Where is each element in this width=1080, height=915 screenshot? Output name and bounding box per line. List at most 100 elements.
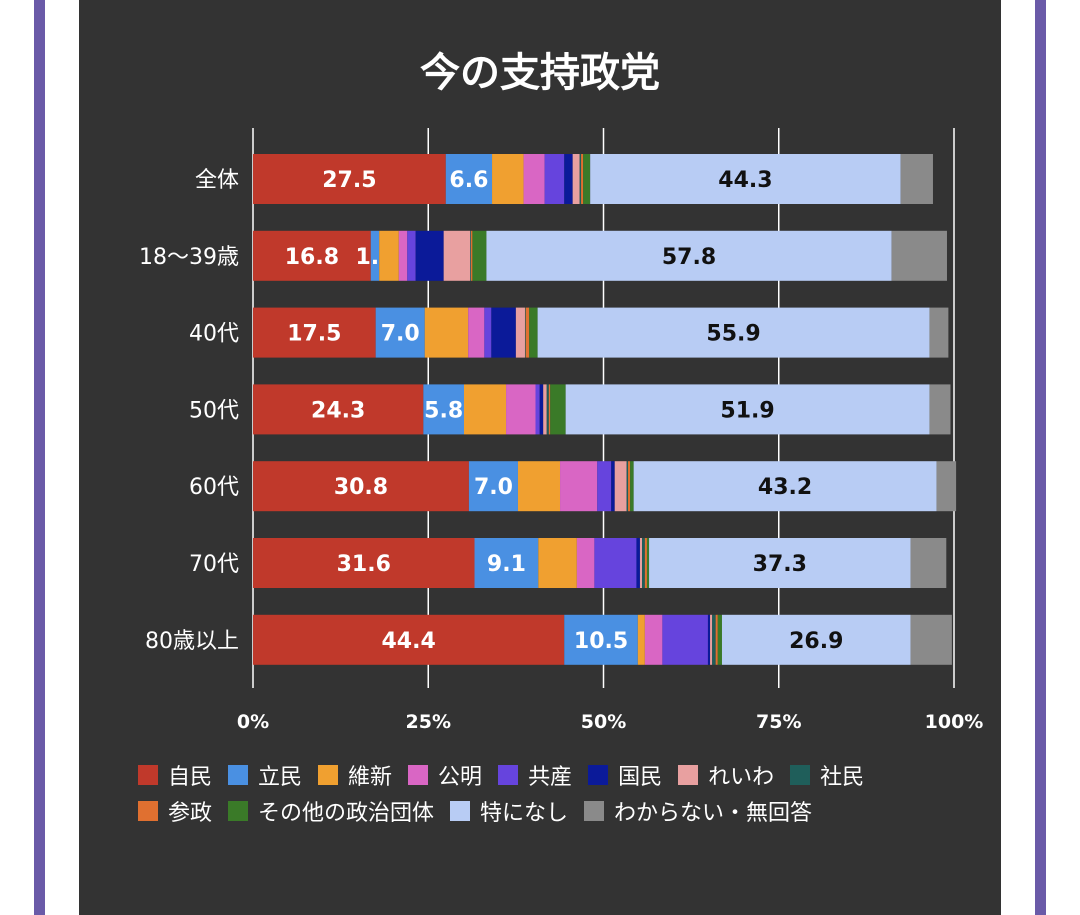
bar-segment: [646, 538, 650, 588]
legend-label: 共産: [528, 765, 573, 790]
bar-segment: [484, 307, 492, 358]
legend-label: 立民: [258, 765, 303, 790]
x-tick-label: 25%: [406, 711, 451, 733]
bar-segment: [929, 384, 951, 435]
legend-swatch: [450, 801, 471, 821]
bar-segment: [626, 461, 629, 512]
bar-segment: [644, 614, 663, 665]
bar-segment: [486, 230, 892, 281]
bar-segment: [471, 230, 473, 281]
bar-segment: [253, 154, 446, 204]
bar-segment: [576, 538, 595, 588]
x-tick-label: 0%: [237, 711, 269, 733]
bar-segment: [572, 154, 580, 204]
legend-item: 参政: [138, 796, 212, 826]
data-label: 16.8: [285, 245, 339, 270]
legend-label: 参政: [168, 801, 213, 826]
bar-segment: [560, 461, 598, 512]
legend-item: 公明: [408, 760, 482, 790]
bar-segment: [662, 614, 708, 665]
legend-item: 社民: [790, 760, 864, 790]
bar-segment: [415, 230, 444, 281]
data-label: 37.3: [753, 552, 807, 577]
bar-segment: [537, 307, 930, 358]
bar-segment: [529, 307, 538, 358]
bar-segment: [715, 614, 718, 665]
bar-segment: [707, 614, 711, 665]
left-border-bar: [34, 0, 45, 915]
legend-label: その他の政治団体: [258, 801, 435, 826]
x-tick-label: 50%: [581, 711, 626, 733]
category-labels: 全体 18〜39歳 40代 50代 60代 70代 80歳以上: [139, 168, 239, 654]
data-label: 44.3: [718, 168, 772, 193]
bar-segment: [642, 538, 645, 588]
bar-segment: [538, 538, 577, 588]
data-label: 7.0: [381, 322, 420, 347]
bar-segment: [649, 538, 911, 588]
bar-segment: [253, 230, 371, 281]
data-label: 44.4: [381, 629, 435, 654]
bar-segment: [710, 614, 713, 665]
legend-swatch: [228, 765, 249, 785]
data-label: 30.8: [334, 475, 388, 500]
bar-segment: [506, 384, 536, 435]
bar-segment: [523, 154, 545, 204]
bar-segment: [583, 154, 591, 204]
x-axis-ticks: 0% 25% 50% 75% 100%: [237, 711, 983, 733]
data-label: 31.6: [337, 552, 391, 577]
bar-segment: [474, 538, 539, 588]
legend-swatch: [138, 765, 158, 785]
legend-item: 立民: [228, 760, 302, 790]
data-label: 6.6: [449, 168, 488, 193]
legend-item: 特になし: [450, 796, 568, 826]
category-label: 40代: [189, 322, 239, 347]
category-label: 60代: [189, 475, 239, 500]
data-label: 43.2: [758, 475, 812, 500]
bar-segment: [712, 614, 716, 665]
legend-label: 国民: [618, 765, 663, 790]
legend-swatch: [138, 801, 158, 821]
chart-title: 今の支持政党: [420, 50, 660, 96]
bar-segment: [636, 538, 640, 588]
legend-label: 特になし: [480, 801, 569, 826]
bar-segment: [379, 230, 399, 281]
data-label: 7.0: [474, 475, 513, 500]
category-label: 70代: [189, 552, 239, 577]
bar-segment: [891, 230, 947, 281]
bar-segment: [550, 384, 566, 435]
bar-segment: [524, 307, 526, 358]
bar-segment: [464, 384, 507, 435]
bar-segment: [544, 154, 565, 204]
data-label: 10.5: [574, 629, 628, 654]
data-label: 57.8: [662, 245, 716, 270]
bar-segment: [407, 230, 416, 281]
legend-swatch: [588, 765, 609, 785]
legend-swatch: [318, 765, 339, 785]
bar-segment: [546, 384, 549, 435]
bar-segment: [253, 307, 376, 358]
bar-segment: [910, 538, 947, 588]
bar-segment: [628, 461, 631, 512]
bars: 27.5 6.6 44.316.8 1.2 57.817.5 7.0 55.924.3 5.8…: [253, 154, 957, 665]
bar-segment: [548, 384, 551, 435]
bar-segment: [597, 461, 612, 512]
bar-segment: [370, 230, 380, 281]
bar-segment: [445, 154, 493, 204]
bar-segment: [543, 384, 547, 435]
legend-swatch: [408, 765, 429, 785]
bar-segment: [423, 384, 465, 435]
bar-segment: [443, 230, 471, 281]
bar-segment: [900, 154, 933, 204]
bar-segment: [253, 538, 475, 588]
category-label: 18〜39歳: [139, 245, 239, 270]
bar-segment: [564, 154, 573, 204]
bar-segment: [565, 384, 930, 435]
legend-swatch: [790, 765, 811, 785]
category-label: 全体: [195, 168, 239, 193]
legend-label: 公明: [438, 765, 483, 790]
bar-segment: [590, 154, 901, 204]
bar-segment: [594, 538, 637, 588]
bar-segment: [424, 307, 469, 358]
bar-segment: [375, 307, 425, 358]
stacked-bar-chart: 今の支持政党 27.5 6.6 44.316.8 1.2 57.817.5 7.0 55.9…: [139, 50, 983, 733]
